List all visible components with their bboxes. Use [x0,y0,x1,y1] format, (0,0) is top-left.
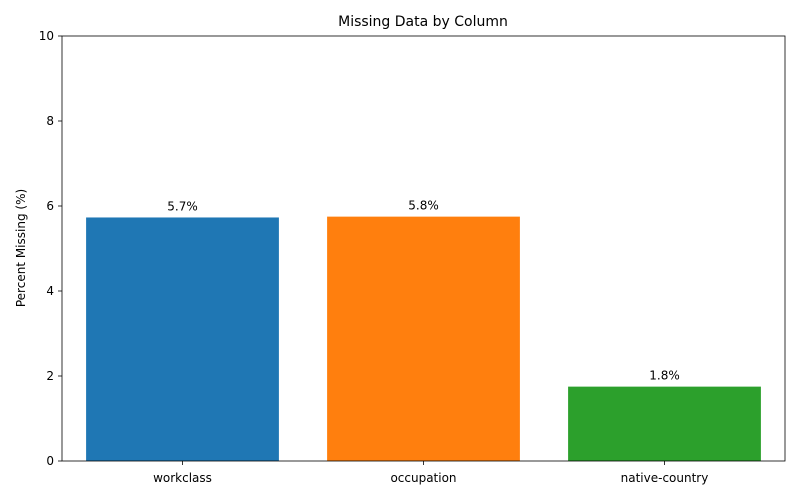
y-tick-label-4: 4 [46,284,54,298]
x-tick-label-native-country: native-country [621,471,709,485]
plot-area: 5.7% workclass 5.8% occupation 1.8% native-co… [39,29,786,485]
plot-frame [61,35,786,462]
bar-native-country [568,386,761,462]
bar-occupation [327,216,520,461]
chart-title: Missing Data by Column [338,14,508,30]
y-tick-label-0: 0 [46,454,54,468]
y-tick-label-6: 6 [46,199,54,213]
y-axis-label: Percent Missing (%) [14,189,28,307]
bar-workclass [86,217,279,461]
y-tick-label-2: 2 [46,369,54,383]
x-tick-label-occupation: occupation [390,471,456,485]
x-tick-label-workclass: workclass [153,471,212,485]
data-label-occupation: 5.8% [408,199,439,213]
y-tick-label-8: 8 [46,114,54,128]
y-tick-label-10: 10 [39,29,54,43]
data-label-native-country: 1.8% [649,369,680,383]
data-label-workclass: 5.7% [167,199,198,213]
